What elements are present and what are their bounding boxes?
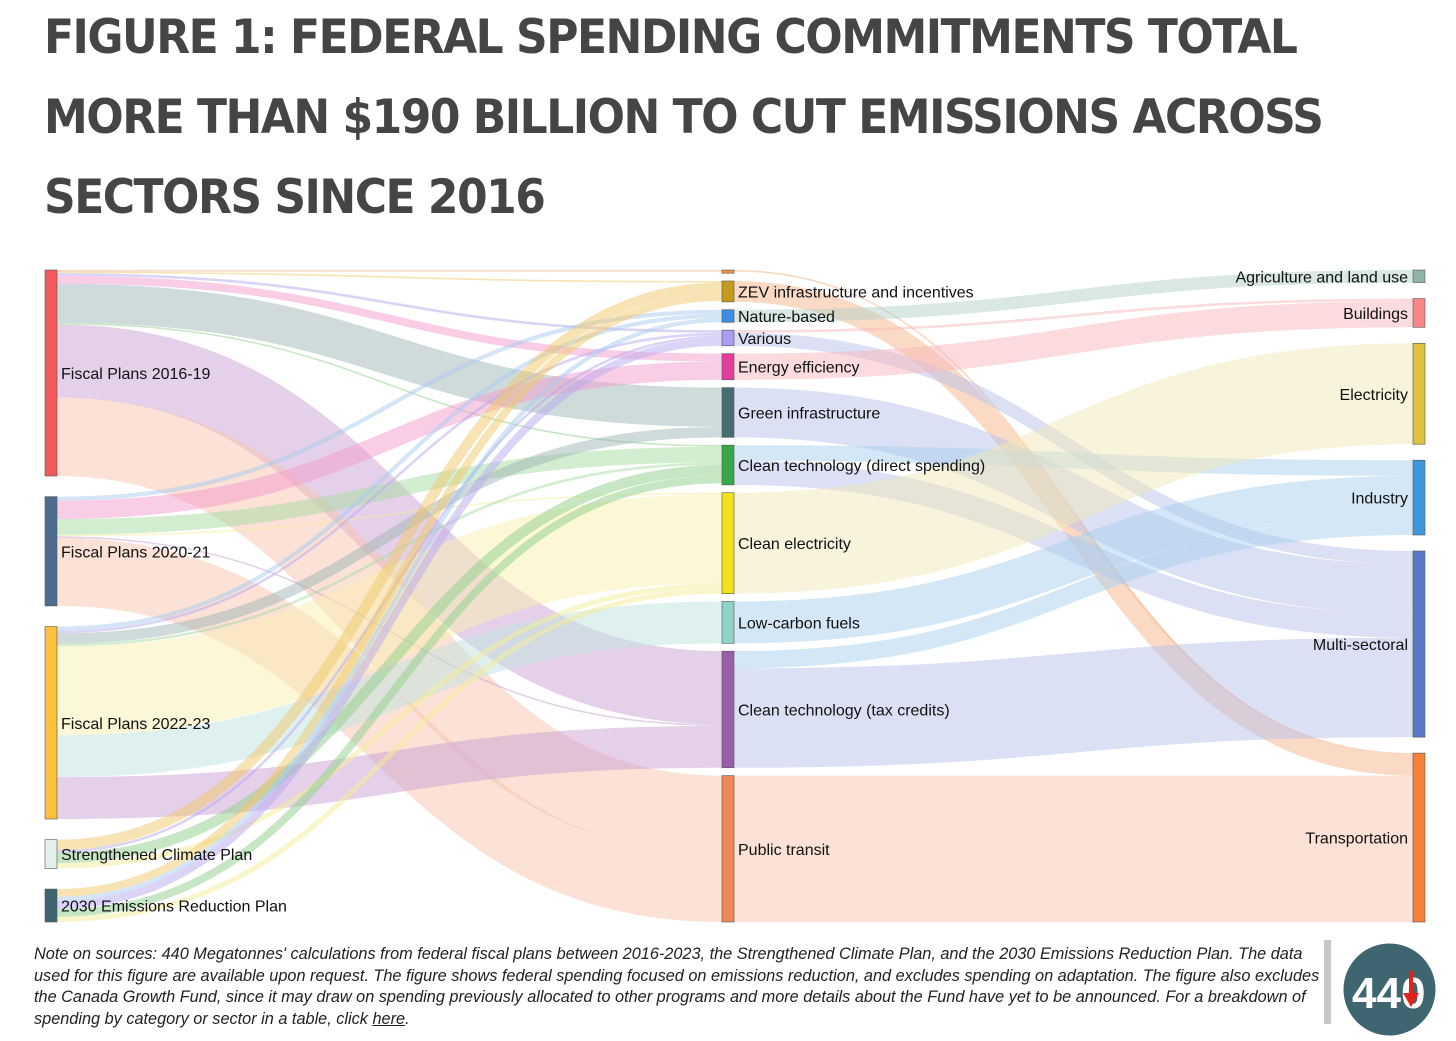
link-fp2021-to-pt	[56, 537, 723, 923]
link-fp1619-to-ctt	[56, 324, 723, 725]
link-eff-to-bld	[733, 301, 1414, 380]
link-scp-to-ce	[56, 583, 723, 869]
node-eff	[721, 353, 735, 381]
link-erp-to-var	[56, 337, 723, 909]
node-erp	[44, 888, 58, 923]
node-ele	[1412, 343, 1426, 445]
node-agr	[1412, 269, 1426, 283]
source-note: Note on sources: 440 Megatonnes' calcula…	[34, 944, 1324, 1030]
node-ctd	[721, 444, 735, 486]
node-pt	[721, 775, 735, 923]
node-label-ctd: Clean technology (direct spending)	[738, 458, 985, 475]
link-fp1619-to-gi	[56, 283, 723, 427]
link-nat-to-agr	[733, 269, 1414, 323]
down-arrow-icon	[1403, 971, 1419, 1007]
node-zev	[721, 280, 735, 303]
node-gi	[721, 387, 735, 438]
node-label-eff: Energy efficiency	[738, 360, 860, 377]
node-ind	[1412, 459, 1426, 536]
node-label-bld: Buildings	[1343, 306, 1408, 323]
link-fp2223-to-ctt	[56, 725, 723, 819]
node-label-agr: Agriculture and land use	[1235, 269, 1408, 286]
node-label-fp1619: Fiscal Plans 2016-19	[61, 366, 211, 383]
figure-title: FIGURE 1: FEDERAL SPENDING COMMITMENTS T…	[44, 9, 1324, 225]
table-link[interactable]: here	[372, 1009, 406, 1028]
node-label-nat: Nature-based	[738, 309, 835, 326]
node-lcf	[721, 601, 735, 644]
node-label-fp2021: Fiscal Plans 2020-21	[61, 544, 211, 561]
node-label-lcf: Low-carbon fuels	[738, 615, 860, 632]
link-fp2223-to-ctd	[56, 462, 723, 647]
node-label-pt: Public transit	[738, 842, 830, 859]
node-label-fp2223: Fiscal Plans 2022-23	[61, 716, 211, 733]
link-erp-to-zev	[56, 293, 723, 897]
link-fp2223-to-gi	[56, 426, 723, 644]
link-erp-to-nat	[56, 318, 723, 902]
node-label-ce: Clean electricity	[738, 536, 851, 553]
node-fp2223	[44, 626, 58, 820]
node-label-var: Various	[738, 331, 791, 348]
link-ce-to-ele	[733, 343, 1414, 594]
sankey-links	[56, 269, 1414, 923]
node-nat	[721, 309, 735, 323]
logo-circle	[1343, 943, 1436, 1036]
link-erp-to-ce	[56, 588, 723, 923]
link-scp-to-ctd	[56, 465, 723, 864]
link-fp2223-to-lcf	[56, 601, 723, 778]
node-label-ctt: Clean technology (tax credits)	[738, 702, 950, 719]
divider-bar	[1324, 940, 1331, 1024]
link-fp2021-to-eff	[56, 361, 723, 520]
link-ctt-to-mul	[733, 637, 1414, 768]
node-ctt	[721, 650, 735, 769]
node-label-scp: Strengthened Climate Plan	[61, 847, 252, 864]
node-var	[721, 329, 735, 347]
node-bld	[1412, 298, 1426, 328]
link-fp2223-to-ce	[56, 494, 723, 736]
link-lcf-to-ind	[733, 475, 1414, 644]
node-label-ele: Electricity	[1340, 387, 1408, 404]
sankey-nodes: Fiscal Plans 2016-19 Fiscal Plans 2020-21…	[44, 269, 1426, 923]
note-suffix: .	[405, 1009, 410, 1028]
node-label-gi: Green infrastructure	[738, 405, 880, 422]
node-scp	[44, 839, 58, 869]
node-mul	[1412, 550, 1426, 738]
node-label-mul: Multi-sectoral	[1313, 637, 1408, 654]
node-label-tra: Transportation	[1305, 831, 1408, 848]
link-erp-to-ctd	[56, 475, 723, 917]
node-fp1619	[44, 269, 58, 477]
node-unl	[721, 269, 735, 274]
link-fp2021-to-ctd	[56, 446, 723, 535]
node-tra	[1412, 752, 1426, 923]
link-ctt-to-ind	[733, 517, 1414, 669]
note-text: Note on sources: 440 Megatonnes' calcula…	[34, 945, 1320, 1028]
link-scp-to-zev	[56, 282, 723, 851]
node-label-zev: ZEV infrastructure and incentives	[738, 284, 974, 301]
link-var-to-bld	[733, 298, 1414, 333]
440-megatonnes-logo: 440	[1343, 943, 1436, 1036]
node-label-erp: 2030 Emissions Reduction Plan	[61, 899, 287, 916]
node-ce	[721, 492, 735, 594]
link-fp1619-to-zev	[56, 271, 723, 283]
node-fp2021	[44, 496, 58, 607]
node-label-ind: Industry	[1351, 491, 1408, 508]
